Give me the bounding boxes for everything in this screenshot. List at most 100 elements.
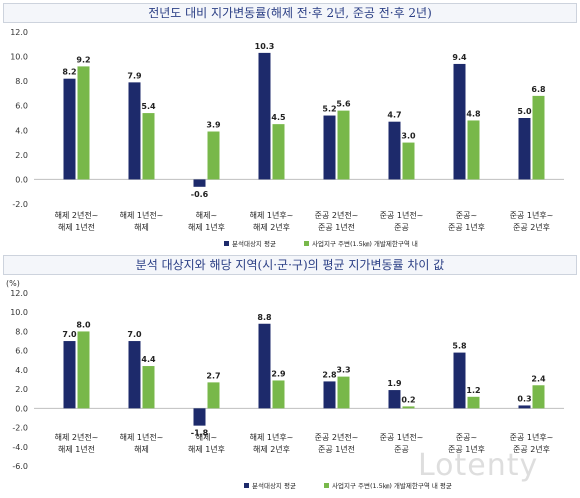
chart2-category-label: 준공 2년전~ bbox=[315, 432, 359, 442]
chart2-bar-subject-avg bbox=[128, 341, 141, 409]
chart2-bar-surrounding-gb bbox=[402, 406, 415, 409]
chart2-data-label: 5.8 bbox=[452, 342, 467, 351]
chart1-category-label: 해제 1년후 bbox=[188, 222, 225, 232]
chart2-bar-surrounding-gb bbox=[532, 385, 545, 409]
chart2-bar-surrounding-gb bbox=[142, 366, 155, 409]
chart1-category-label: 준공 1년후 bbox=[448, 222, 485, 232]
chart2-bar-surrounding-gb bbox=[272, 380, 285, 409]
chart2-bar-surrounding-gb bbox=[77, 331, 90, 409]
chart2-data-label: 7.0 bbox=[62, 330, 77, 339]
chart2-ytick-label: 10.0 bbox=[10, 308, 28, 317]
chart-1: 12.0 10.0 8.0 6.0 4.0 2.0 0.0 -2.0 8.29.2 해제 2년전~… bbox=[10, 28, 564, 248]
chart2-category-label: 준공 bbox=[394, 445, 409, 454]
chart1-category-label: 해제 2년전~ bbox=[55, 210, 99, 220]
chart1-ytick-label: 8.0 bbox=[15, 77, 28, 86]
chart1-ytick-label: 10.0 bbox=[10, 53, 28, 62]
chart2-category-label: 준공 1년후~ bbox=[510, 432, 554, 442]
chart1-legend-label: 분석대상지 평균 bbox=[232, 239, 276, 248]
chart1-ytick-label: 2.0 bbox=[15, 151, 28, 160]
chart2-category-label: 해제 2년후 bbox=[253, 444, 290, 454]
chart2-bar-subject-avg bbox=[518, 405, 531, 409]
chart2-category-label: 해제 1년후 bbox=[188, 444, 225, 454]
chart1-bar-surrounding-gb bbox=[402, 142, 415, 180]
chart2-bar-subject-avg bbox=[193, 408, 206, 426]
chart1-data-label: 5.6 bbox=[336, 100, 351, 109]
chart1-category-label: 준공 2년전~ bbox=[315, 210, 359, 220]
chart2-legend-label: 사업지구 주변(1.5㎞) 개발제한구역 내 평균 bbox=[332, 481, 452, 490]
chart1-bar-subject-avg bbox=[128, 82, 141, 180]
chart2-data-label: -1.8 bbox=[191, 429, 209, 438]
chart2-data-label: 8.8 bbox=[257, 313, 272, 322]
chart2-bar-subject-avg bbox=[63, 341, 76, 409]
chart-1-title: 전년도 대비 지가변동률(해제 전·후 2년, 준공 전·후 2년) bbox=[3, 3, 577, 23]
chart1-bar-subject-avg bbox=[323, 115, 336, 180]
chart1-data-label: 4.7 bbox=[387, 111, 401, 120]
chart1-bar-surrounding-gb bbox=[532, 95, 545, 180]
chart1-category-label: 준공~ bbox=[456, 211, 477, 220]
chart2-legend-swatch bbox=[244, 483, 249, 488]
chart1-bar-surrounding-gb bbox=[272, 124, 285, 180]
chart1-bar-surrounding-gb bbox=[77, 66, 90, 180]
chart2-data-label: 2.8 bbox=[322, 370, 337, 379]
chart1-category-label: 준공 bbox=[394, 223, 409, 232]
chart2-data-label: 2.9 bbox=[271, 369, 286, 378]
chart2-ytick-label: 0.0 bbox=[15, 404, 28, 413]
chart2-ytick-label: 6.0 bbox=[15, 347, 28, 356]
chart-2: (%)12.0 10.0 8.0 6.0 4.0 2.0 0.0 -2.0 -4.0 -6.0 7.… bbox=[6, 279, 564, 490]
chart1-legend-swatch bbox=[304, 241, 309, 246]
chart1-data-label: 4.8 bbox=[466, 109, 481, 118]
chart2-category-label: 해제 1년전~ bbox=[120, 432, 164, 442]
chart1-bar-subject-avg bbox=[258, 52, 271, 180]
chart2-legend-label: 분석대상지 평균 bbox=[252, 481, 296, 490]
chart1-data-label: 6.8 bbox=[531, 85, 546, 94]
chart1-category-label: 준공 1년전 bbox=[318, 222, 355, 232]
chart1-category-label: 해제 1년전 bbox=[58, 222, 95, 232]
chart1-bar-surrounding-gb bbox=[337, 110, 350, 180]
chart1-bar-subject-avg bbox=[453, 63, 466, 180]
chart2-bar-surrounding-gb bbox=[467, 396, 480, 409]
chart2-ytick-label: 2.0 bbox=[15, 385, 28, 394]
chart1-category-label: 해제 bbox=[134, 222, 149, 232]
chart2-bar-subject-avg bbox=[388, 390, 401, 409]
chart2-category-label: 준공 1년전 bbox=[318, 444, 355, 454]
chart1-category-label: 준공 1년전~ bbox=[380, 210, 424, 220]
chart2-category-label: 해제 bbox=[134, 444, 149, 454]
chart2-category-label: 준공 2년후 bbox=[513, 444, 550, 454]
chart1-bar-subject-avg bbox=[63, 78, 76, 180]
chart2-legend-swatch bbox=[324, 483, 329, 488]
chart2-data-label: 2.7 bbox=[206, 371, 220, 380]
chart1-data-label: 4.5 bbox=[271, 113, 286, 122]
chart1-bar-surrounding-gb bbox=[142, 113, 155, 180]
chart1-data-label: 5.0 bbox=[517, 107, 532, 116]
chart1-data-label: 3.9 bbox=[206, 121, 221, 130]
chart1-bar-surrounding-gb bbox=[467, 120, 480, 180]
chart1-data-label: 10.3 bbox=[255, 42, 275, 51]
chart1-bar-subject-avg bbox=[193, 179, 206, 187]
chart2-data-label: 4.4 bbox=[141, 355, 156, 364]
chart1-category-label: 해제 2년후 bbox=[253, 222, 290, 232]
chart2-data-label: 3.3 bbox=[336, 366, 350, 375]
chart2-category-label: 준공 1년후 bbox=[448, 444, 485, 454]
chart1-legend-label: 사업지구 주변(1.5㎞) 개발제한구역 내 bbox=[312, 239, 418, 248]
chart1-data-label: 3.0 bbox=[401, 132, 416, 141]
chart2-ytick-label: 8.0 bbox=[15, 327, 28, 336]
chart1-category-label: 해제 1년전~ bbox=[120, 210, 164, 220]
chart1-data-label: 9.2 bbox=[76, 55, 90, 64]
chart1-data-label: 9.4 bbox=[452, 53, 467, 62]
chart1-data-label: 8.2 bbox=[62, 68, 76, 77]
chart2-category-label: 준공~ bbox=[456, 433, 477, 442]
chart2-bar-subject-avg bbox=[453, 352, 466, 409]
chart2-ytick-label: 12.0 bbox=[10, 289, 28, 298]
chart1-category-label: 준공 2년후 bbox=[513, 222, 550, 232]
chart2-data-label: 8.0 bbox=[76, 320, 91, 329]
chart1-data-label: -0.6 bbox=[191, 190, 209, 199]
chart2-ytick-label: -6.0 bbox=[12, 462, 28, 471]
chart1-ytick-label: 12.0 bbox=[10, 28, 28, 37]
chart2-data-label: 7.0 bbox=[127, 330, 142, 339]
chart1-data-label: 5.2 bbox=[322, 105, 336, 114]
chart2-data-label: 0.3 bbox=[517, 394, 531, 403]
chart1-category-label: 준공 1년후~ bbox=[510, 210, 554, 220]
chart-2-title: 분석 대상지와 해당 지역(시·군·구)의 평균 지가변동률 차이 값 bbox=[3, 255, 577, 275]
chart1-ytick-label: 0.0 bbox=[15, 175, 28, 184]
chart1-ytick-label: 6.0 bbox=[15, 102, 28, 111]
